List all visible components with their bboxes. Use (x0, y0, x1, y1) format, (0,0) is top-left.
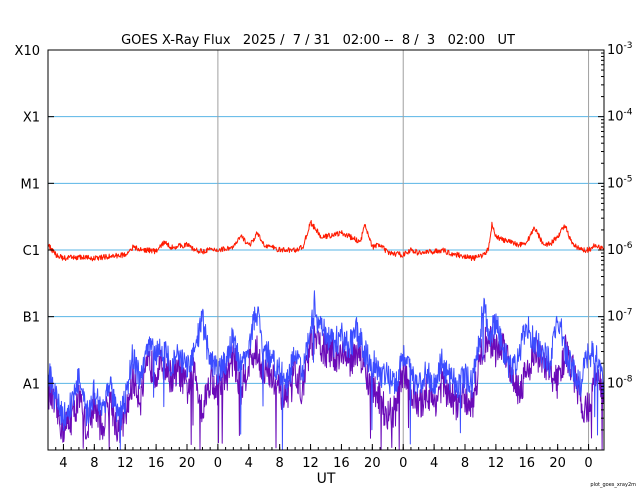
x-tick-label: 0 (584, 456, 592, 471)
plot-footnote: plot_goes_xray2m (590, 482, 636, 488)
y-left-label: M1 (21, 177, 41, 192)
x-axis-label: UT (317, 471, 336, 487)
labels-layer: 4 8 12 16 20 0 4 8 12 16 20 0 4 8 12 16 20 0 X10 X1 M1 C1 B1 A1… (15, 41, 633, 471)
ticks-layer (47, 49, 605, 450)
y-right-label: 10-8 (607, 374, 633, 391)
x-tick-label: 8 (276, 456, 284, 471)
y-right-label: 10-5 (607, 174, 633, 191)
x-tick-label: 0 (399, 456, 407, 471)
x-tick-label: 12 (117, 456, 134, 471)
y-left-label: A1 (23, 377, 40, 392)
x-tick-label: 16 (148, 456, 165, 471)
x-tick-label: 4 (430, 456, 438, 471)
chart-title: GOES X-Ray Flux 2025 / 7 / 31 02:00 -- 8… (121, 33, 515, 48)
x-tick-label: 8 (461, 456, 469, 471)
y-right-label: 10-6 (607, 241, 633, 258)
y-left-label: X1 (23, 111, 40, 126)
x-tick-label: 4 (59, 456, 67, 471)
x-tick-label: 12 (302, 456, 319, 471)
y-left-label: B1 (23, 311, 40, 326)
x-tick-label: 12 (488, 456, 505, 471)
y-left-label: X10 (15, 44, 40, 59)
x-tick-label: 20 (179, 456, 196, 471)
y-right-label: 10-4 (607, 108, 633, 125)
x-tick-label: 20 (364, 456, 381, 471)
x-tick-label: 8 (90, 456, 98, 471)
series-line-long (47, 220, 604, 262)
x-tick-label: 0 (214, 456, 222, 471)
y-right-label: 10-3 (607, 41, 633, 58)
x-tick-label: 4 (245, 456, 253, 471)
x-tick-label: 16 (333, 456, 350, 471)
x-tick-label: 16 (519, 456, 536, 471)
x-tick-label: 20 (549, 456, 566, 471)
y-right-label: 10-7 (607, 308, 633, 325)
series-line-short-a (47, 290, 605, 451)
y-left-label: C1 (23, 244, 40, 259)
series-layer (47, 220, 605, 451)
